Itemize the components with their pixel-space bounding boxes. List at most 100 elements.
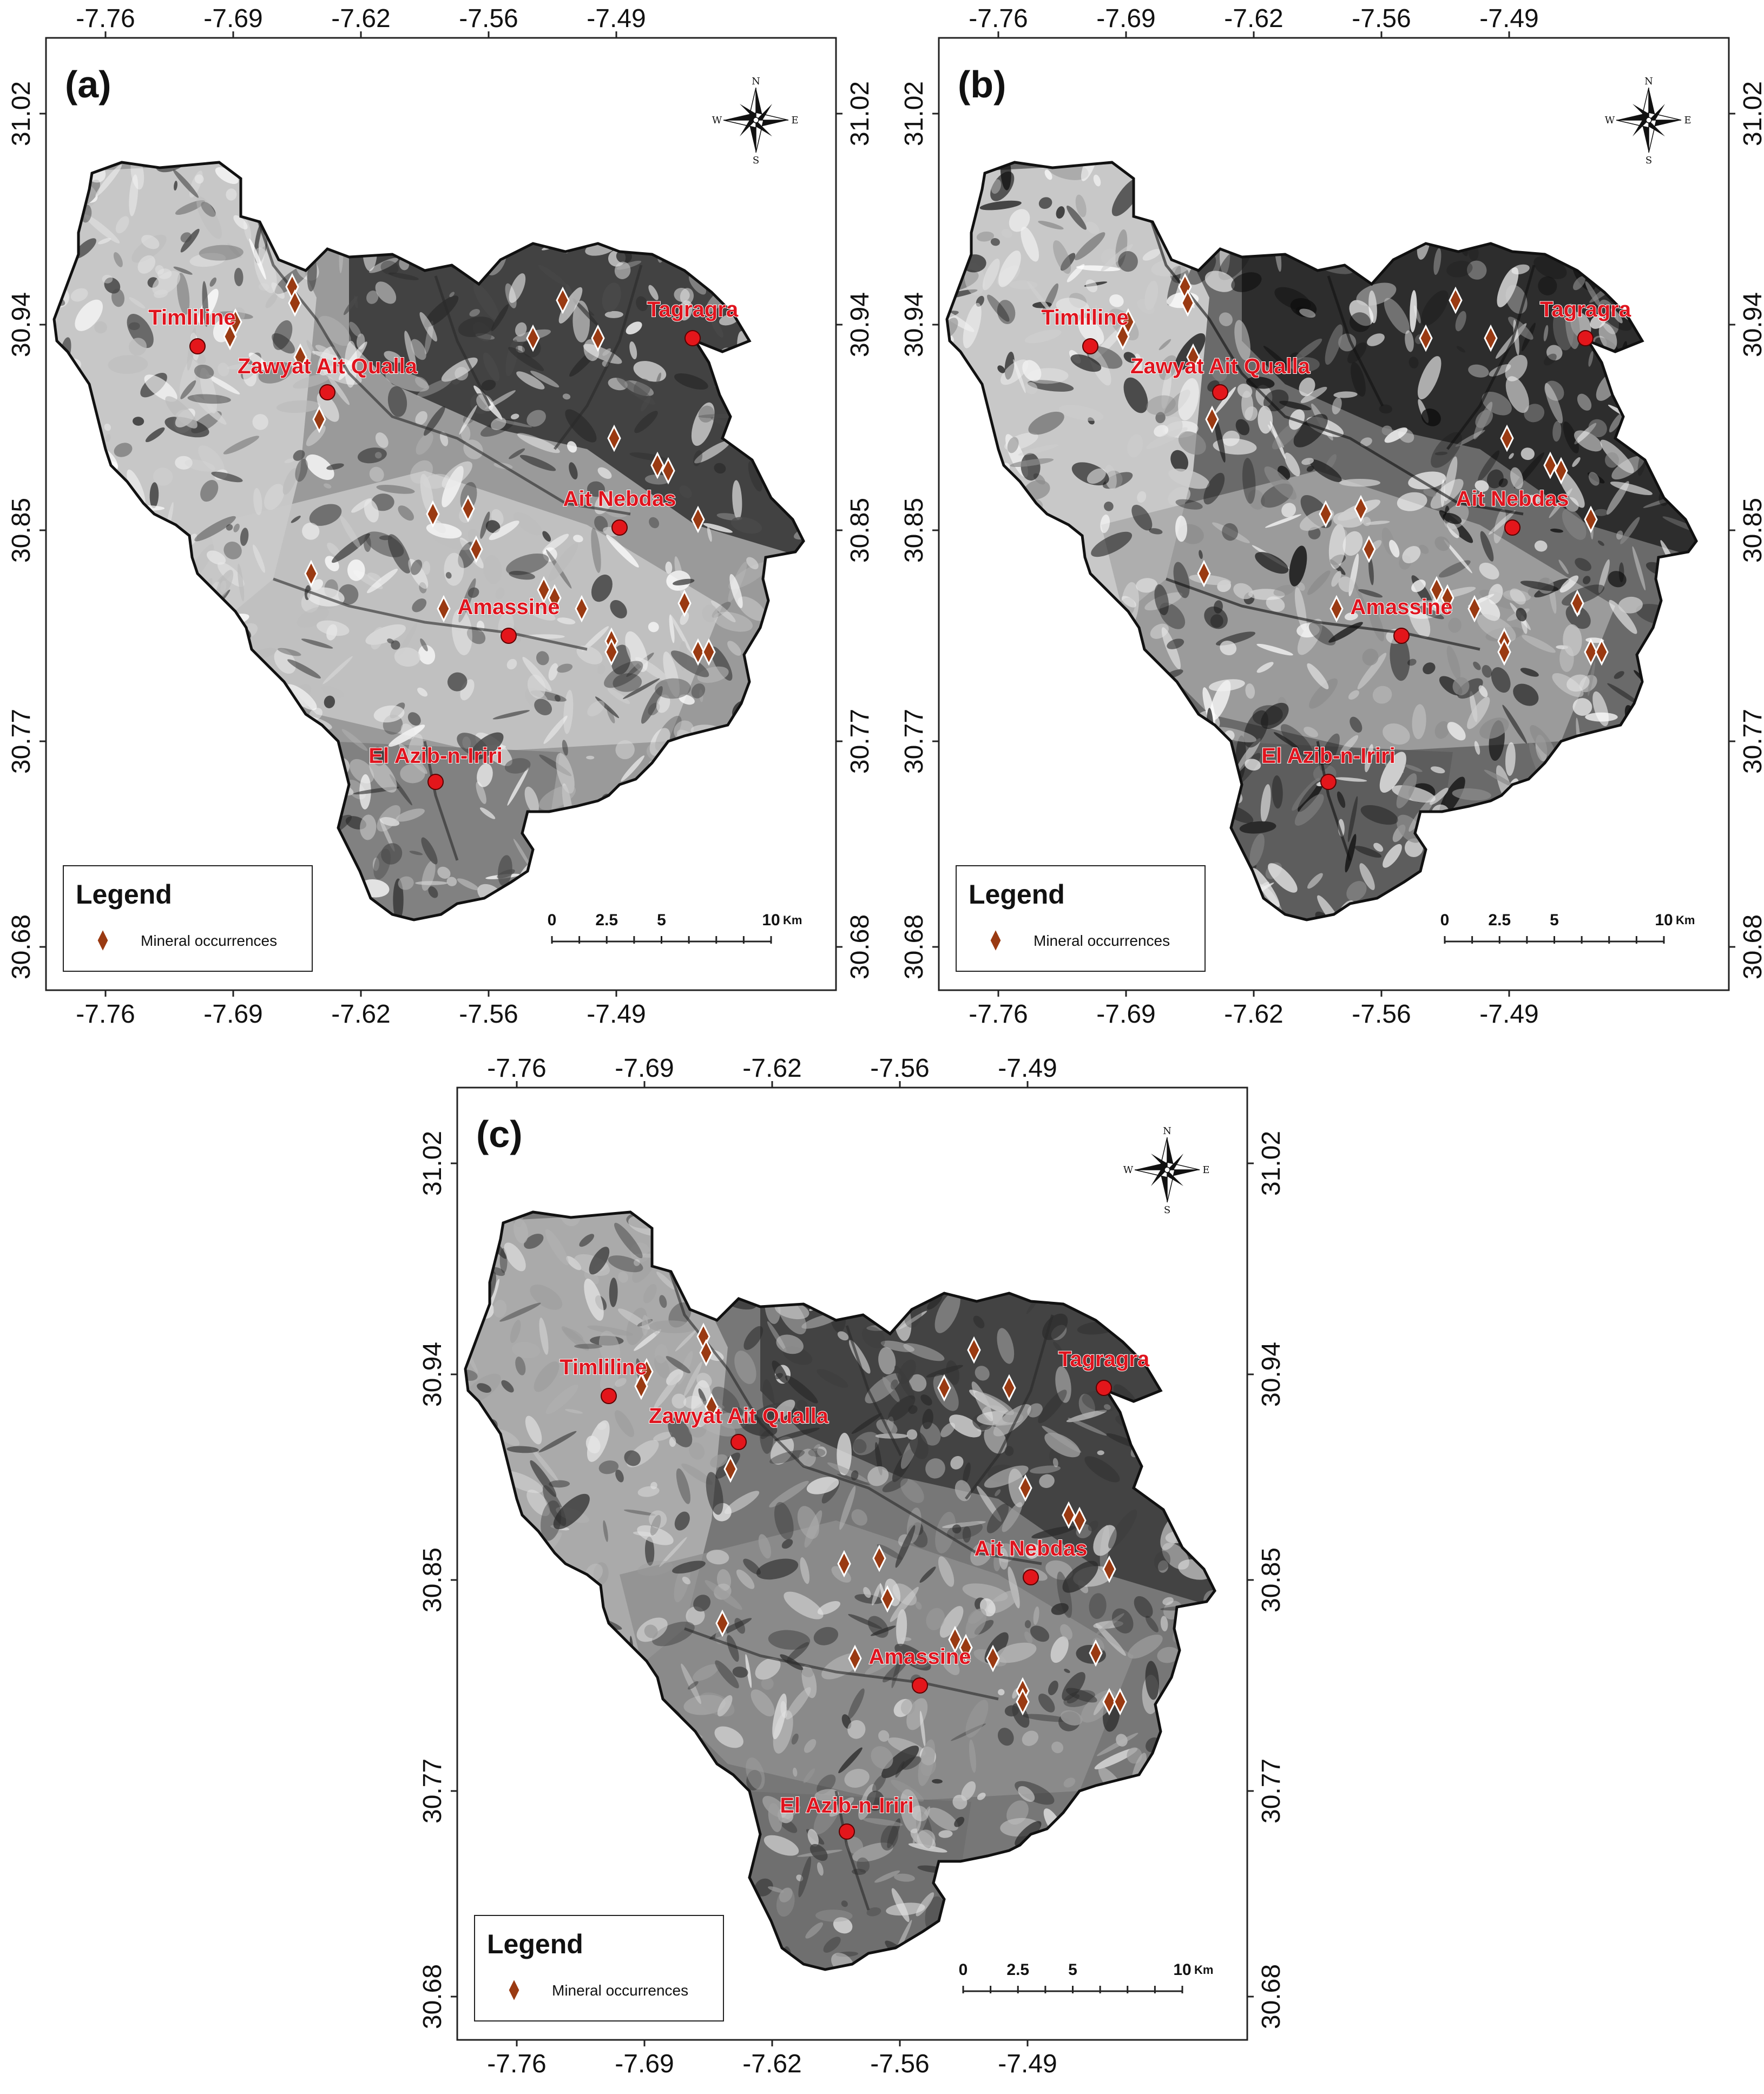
mineral-occurrence-marker: [1002, 1374, 1016, 1402]
town-timliline-marker: [1082, 338, 1098, 354]
mineral-occurrence-marker: [1497, 638, 1511, 666]
compass-e: E: [1684, 115, 1691, 126]
town-amassine-label: Amassine: [1351, 595, 1453, 619]
town-tagragra-label: Tagragra: [1058, 1347, 1150, 1371]
mineral-occurrence-marker: [1089, 1639, 1103, 1667]
compass-n: N: [1644, 76, 1653, 87]
compass-s: S: [753, 155, 759, 166]
legend-item-label: Mineral occurrences: [141, 932, 277, 949]
mineral-occurrence-marker: [1072, 1506, 1087, 1535]
mineral-occurrence-marker: [1102, 1688, 1116, 1716]
compass-n: N: [1163, 1125, 1171, 1137]
mineral-occurrence-marker: [607, 424, 621, 452]
legend-mineral-icon: [989, 926, 1003, 954]
scale-label: 2.5: [1488, 911, 1511, 929]
mineral-occurrence-marker: [880, 1585, 894, 1613]
lat-tick-right: 31.02: [1257, 1131, 1286, 1196]
lon-tick-top: -7.76: [76, 4, 135, 33]
lon-tick-top: -7.49: [998, 1054, 1057, 1083]
mineral-occurrence-marker: [1467, 595, 1482, 623]
town-ait-nebdas-marker: [1023, 1569, 1039, 1585]
lat-tick-left: 31.02: [900, 81, 929, 146]
mineral-occurrence-marker: [1329, 595, 1344, 623]
lon-tick-top: -7.69: [1096, 4, 1155, 33]
mineral-occurrence-marker: [705, 1393, 719, 1421]
mineral-occurrence-marker: [937, 1374, 951, 1402]
town-amassine-marker: [1393, 628, 1410, 644]
mineral-occurrence-marker: [426, 500, 440, 528]
lat-tick-right: 30.68: [846, 914, 874, 979]
mineral-occurrence-marker: [723, 1455, 738, 1483]
mineral-occurrence-marker: [1440, 584, 1454, 612]
lon-tick-bottom: -7.62: [1224, 1000, 1283, 1029]
mineral-occurrence-marker: [1197, 559, 1211, 588]
compass-e: E: [791, 115, 798, 126]
mineral-occurrence-marker: [1584, 505, 1598, 534]
mineral-occurrence-marker: [677, 589, 692, 617]
town-el-azib-n-iriri-marker: [1320, 774, 1337, 790]
mineral-occurrence-marker: [293, 343, 307, 371]
lon-tick-top: -7.49: [1479, 4, 1538, 33]
town-el-azib-n-iriri-label: El Azib-n-Iriri: [1261, 744, 1395, 768]
mineral-occurrence-marker: [715, 1609, 729, 1637]
scale-label: 5: [1068, 1961, 1077, 1979]
lon-tick-bottom: -7.76: [969, 1000, 1028, 1029]
watershed-boundary: [52, 161, 805, 921]
lat-tick-left: 30.68: [418, 1964, 447, 2029]
scale-label: 0: [959, 1961, 968, 1979]
lon-tick-bottom: -7.56: [1352, 1000, 1411, 1029]
town-ait-nebdas-marker: [611, 519, 628, 536]
legend-title: Legend: [969, 879, 1065, 910]
town-zawyat-ait-qualla-label: Zawyat Ait Qualla: [238, 354, 418, 378]
lat-tick-left: 30.68: [900, 914, 929, 979]
lon-tick-bottom: -7.69: [615, 2050, 674, 2078]
lon-tick-top: -7.56: [1352, 4, 1411, 33]
mineral-occurrence-marker: [1018, 1474, 1032, 1502]
mineral-occurrence-marker: [1319, 500, 1333, 528]
lon-tick-bottom: -7.49: [1479, 1000, 1538, 1029]
town-timliline-marker: [601, 1388, 617, 1404]
town-amassine-label: Amassine: [458, 595, 560, 619]
mineral-occurrence-marker: [437, 595, 451, 623]
north-arrow-icon: N S E W: [1605, 76, 1691, 166]
mineral-occurrence-marker: [1584, 638, 1598, 666]
panel-label: (c): [476, 1113, 523, 1155]
mineral-occurrence-marker: [1595, 638, 1609, 666]
scale-label: 10: [1655, 911, 1673, 929]
mineral-occurrence-marker: [1430, 576, 1444, 604]
legend-item-label: Mineral occurrences: [552, 1982, 688, 1999]
lon-tick-top: -7.56: [459, 4, 518, 33]
mineral-occurrence-marker: [872, 1544, 886, 1572]
mineral-occurrence-marker: [1116, 322, 1130, 351]
town-zawyat-ait-qualla-marker: [730, 1434, 747, 1450]
lat-tick-right: 30.77: [1739, 709, 1764, 774]
mineral-occurrence-marker: [591, 324, 605, 352]
lat-tick-right: 30.68: [1257, 1964, 1286, 2029]
scale-bar: 0 2.5 5 10 Km: [1440, 911, 1695, 944]
mineral-occurrence-marker: [948, 1625, 962, 1654]
mineral-occurrence-marker: [1554, 457, 1568, 485]
legend: Legend Mineral occurrences: [63, 865, 313, 972]
compass-w: W: [1123, 1164, 1134, 1176]
lat-tick-left: 30.77: [418, 1759, 447, 1823]
town-el-azib-n-iriri-label: El Azib-n-Iriri: [780, 1794, 913, 1818]
town-el-azib-n-iriri-label: El Azib-n-Iriri: [368, 744, 502, 768]
town-amassine-marker: [501, 628, 517, 644]
panel-label: (a): [65, 63, 111, 106]
town-zawyat-ait-qualla-label: Zawyat Ait Qualla: [1130, 354, 1311, 378]
compass-n: N: [752, 76, 760, 87]
lon-tick-bottom: -7.76: [76, 1000, 135, 1029]
mineral-occurrence-marker: [1484, 324, 1498, 352]
mineral-occurrence-marker: [1500, 424, 1514, 452]
mineral-occurrence-marker: [469, 535, 483, 563]
map-panel-a: Timliline Zawyat Ait Qualla Tagragra Ait Ne…: [0, 0, 887, 1044]
mineral-occurrence-marker: [1449, 286, 1463, 314]
scale-unit: Km: [1676, 913, 1695, 927]
mineral-occurrence-marker: [526, 324, 540, 352]
town-tagragra-label: Tagragra: [647, 298, 739, 321]
compass-e: E: [1202, 1164, 1209, 1176]
lat-tick-right: 30.94: [1739, 292, 1764, 357]
lat-tick-left: 30.85: [7, 498, 36, 563]
north-arrow-icon: N S E W: [1123, 1125, 1210, 1216]
lon-tick-bottom: -7.76: [487, 2050, 546, 2078]
